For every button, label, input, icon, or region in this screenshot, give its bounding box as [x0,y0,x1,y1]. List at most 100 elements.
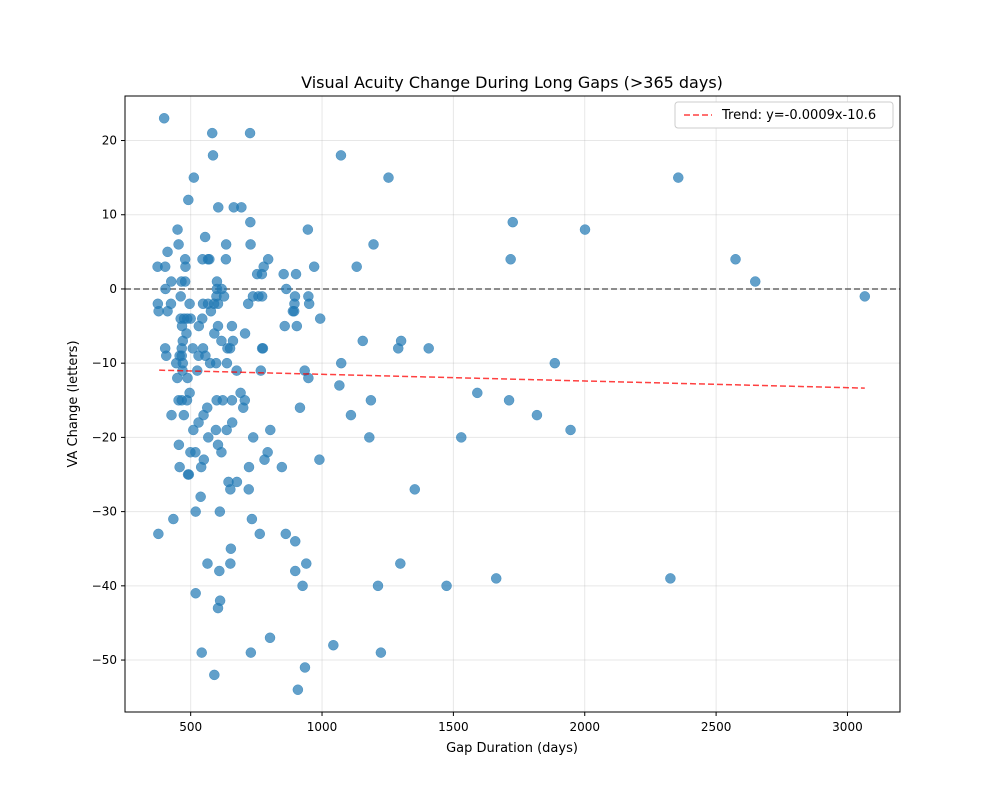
legend-trend-label: Trend: y=-0.0009x-10.6 [721,108,876,123]
data-point [243,461,255,473]
data-point [237,402,249,413]
data-point [383,172,394,183]
data-point [214,565,225,577]
data-point [226,395,238,406]
data-point [301,558,312,569]
y-tick-label: −50 [92,653,117,667]
y-tick-label: 10 [102,208,117,222]
y-tick-label: −30 [92,505,117,519]
data-point [190,446,201,458]
data-point [289,565,301,577]
data-point [357,335,369,347]
data-point [299,662,311,673]
x-axis-label: Gap Duration (days) [446,741,578,756]
data-point [226,417,238,428]
data-point [213,202,224,213]
data-point [200,350,211,362]
data-point [665,573,676,584]
data-point [328,639,339,651]
data-point [203,432,214,443]
data-point [276,461,288,473]
data-point [206,127,218,139]
data-point [288,305,300,317]
data-point [280,528,292,540]
data-point [224,343,236,354]
data-point [210,357,222,369]
data-point [245,216,256,228]
data-point [174,461,185,473]
data-point [153,528,164,540]
legend: Trend: y=-0.0009x-10.6 [674,101,894,129]
data-point [216,446,227,458]
data-point [375,647,387,658]
data-point [226,320,238,332]
data-point [279,320,290,332]
data-point [180,261,191,272]
data-point [289,536,301,547]
data-point [351,261,362,272]
data-point [220,254,232,265]
data-point [409,484,421,495]
data-point [505,254,516,265]
y-tick-label: 20 [102,134,117,148]
data-point [456,432,467,443]
data-point [175,291,186,302]
data-point [579,224,591,235]
y-axis-label: VA Change (letters) [66,340,81,467]
data-point [190,506,201,517]
data-point [217,395,228,406]
data-point [172,372,183,384]
data-point [531,409,543,421]
data-point [507,216,519,228]
chart-title: Visual Acuity Change During Long Gaps (>… [301,73,723,92]
data-point [190,588,201,599]
data-point [246,513,258,525]
data-point [216,335,227,347]
data-point [244,127,256,139]
data-point [364,432,375,443]
data-point [281,283,292,295]
x-tick-label: 1000 [307,720,338,734]
data-point [196,647,207,658]
data-point [243,484,254,495]
data-point [472,387,483,399]
data-point [303,298,315,310]
data-point [231,365,242,376]
data-point [245,647,257,658]
data-point [245,239,256,250]
data-point [254,528,266,540]
data-point [160,350,172,362]
data-point [173,439,185,451]
data-point [205,305,217,317]
data-point [259,454,270,465]
data-point [185,313,196,324]
data-point [290,268,302,280]
data-point [210,424,222,436]
data-point [334,380,345,391]
data-point [168,513,179,525]
data-point [365,395,377,406]
trend-line-path [159,369,865,389]
data-point [209,669,220,681]
data-point [218,291,230,302]
data-point [166,409,177,421]
data-point [172,224,183,235]
data-point [236,202,247,213]
data-point [302,224,314,235]
data-point [859,291,871,302]
data-point [231,476,243,488]
data-point [159,261,171,272]
data-point [673,172,684,183]
data-point [178,409,190,421]
x-tick-label: 3000 [832,720,863,734]
data-point [255,365,267,376]
data-point [221,424,232,436]
data-point [195,491,206,503]
data-point [209,328,220,339]
x-tick-label: 1500 [438,720,469,734]
data-point [162,305,173,317]
data-point [212,602,224,614]
data-point [179,276,191,287]
data-point [392,343,404,354]
